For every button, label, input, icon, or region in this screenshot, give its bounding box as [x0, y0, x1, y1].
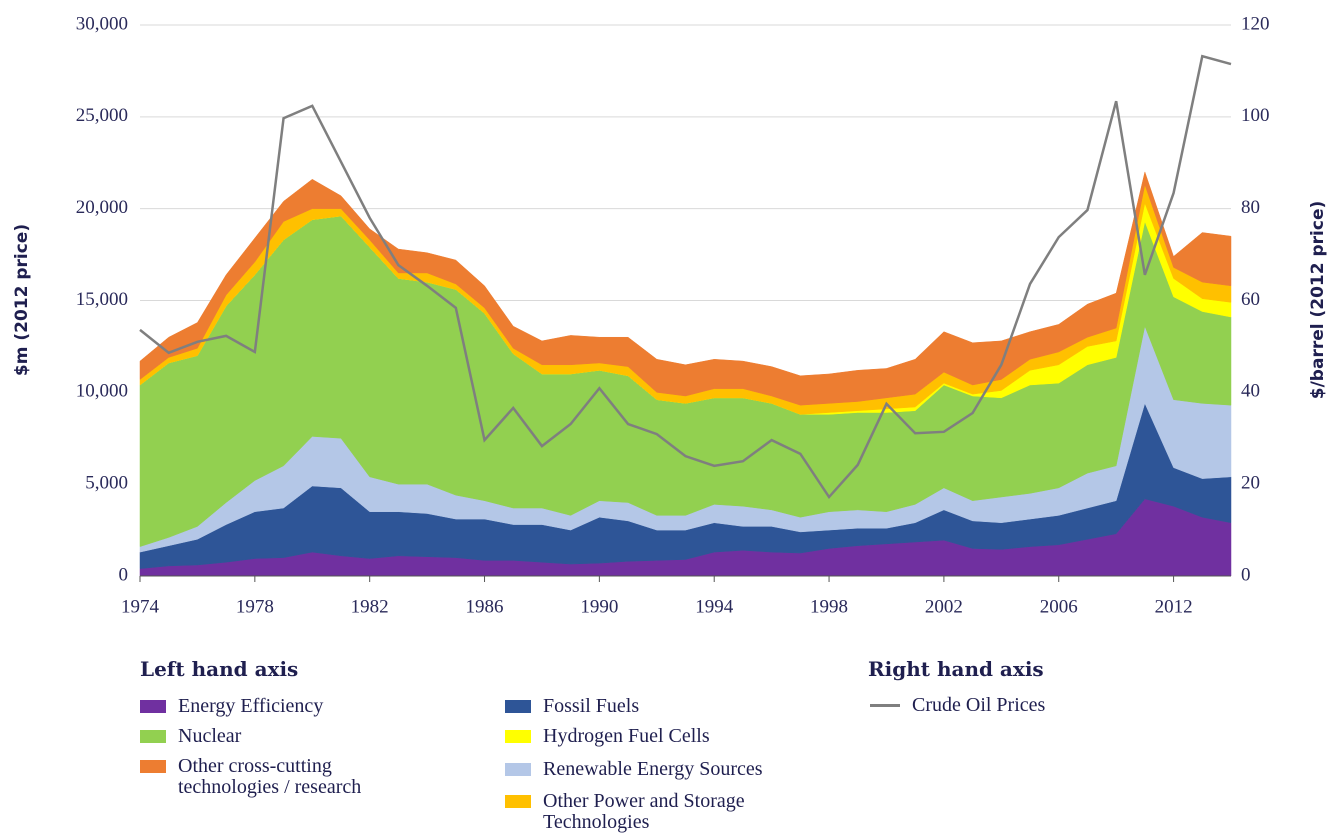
y-tick-label: 5,000: [85, 473, 128, 494]
y2-axis-title: $/barrel (2012 price): [1308, 201, 1328, 399]
y-tick-label: 20,000: [76, 197, 128, 218]
legend-item: Nuclear: [140, 726, 440, 747]
y-axis-title: $m (2012 price): [12, 224, 32, 376]
x-tick-label: 1978: [236, 596, 274, 617]
chart: $m (2012 price) $/barrel (2012 price) 0 5…: [12, 13, 1328, 617]
legend-item: Energy Efficiency: [140, 696, 440, 717]
x-tick-label: 1990: [580, 596, 618, 617]
x-tick-label: 1974: [121, 596, 160, 617]
legend-label: Other cross-cutting technologies / resea…: [178, 755, 362, 798]
legend-item: Other cross-cutting technologies / resea…: [140, 756, 390, 798]
y2-tick-label: 100: [1241, 105, 1270, 126]
legend-item: Renewable Energy Sources: [505, 759, 805, 780]
legend-item: Other Power and Storage Technologies: [505, 791, 775, 833]
legend-item: Fossil Fuels: [505, 696, 805, 717]
x-tick-label: 1986: [466, 596, 504, 617]
legend-swatch: [505, 730, 531, 743]
legend-swatch: [870, 704, 900, 707]
y-tick-label: 10,000: [76, 381, 128, 402]
legend-swatch: [140, 760, 166, 773]
legend-label: Energy Efficiency: [178, 695, 324, 717]
y2-tick-label: 0: [1241, 564, 1251, 585]
y2-tick-label: 80: [1241, 197, 1260, 218]
x-tick-label: 2012: [1155, 596, 1193, 617]
y2-tick-label: 40: [1241, 381, 1260, 402]
y-tick-label: 0: [119, 564, 129, 585]
legend-title: Left hand axis: [140, 657, 299, 681]
y-tick-label: 25,000: [76, 105, 128, 126]
legend-label: Hydrogen Fuel Cells: [543, 725, 710, 747]
legend-label: Crude Oil Prices: [912, 694, 1046, 716]
x-tick-label: 1994: [695, 596, 734, 617]
y2-tick-label: 20: [1241, 473, 1260, 494]
x-tick-label: 2006: [1040, 596, 1078, 617]
legend-label: Renewable Energy Sources: [543, 758, 763, 780]
legend-swatch: [140, 700, 166, 713]
area: [139, 171, 1232, 406]
x-tick-label: 1982: [351, 596, 389, 617]
x-tick-label: 1998: [810, 596, 848, 617]
legend-item: Hydrogen Fuel Cells: [505, 726, 805, 747]
legend-item: Crude Oil Prices: [870, 695, 1170, 716]
line: [139, 54, 1232, 500]
legend-swatch: [505, 795, 531, 808]
y-tick-label: 30,000: [76, 13, 128, 34]
y-tick-label: 15,000: [76, 289, 128, 310]
y2-tick-label: 120: [1241, 13, 1270, 34]
legend-label: Nuclear: [178, 725, 242, 747]
x-tick-label: 2002: [925, 596, 963, 617]
legend-swatch: [505, 700, 531, 713]
y2-tick-label: 60: [1241, 289, 1260, 310]
legend-label: Other Power and Storage Technologies: [543, 790, 745, 833]
legend-swatch: [140, 730, 166, 743]
legend-label: Fossil Fuels: [543, 695, 640, 717]
legend-title: Right hand axis: [868, 657, 1044, 681]
legend-swatch: [505, 763, 531, 776]
